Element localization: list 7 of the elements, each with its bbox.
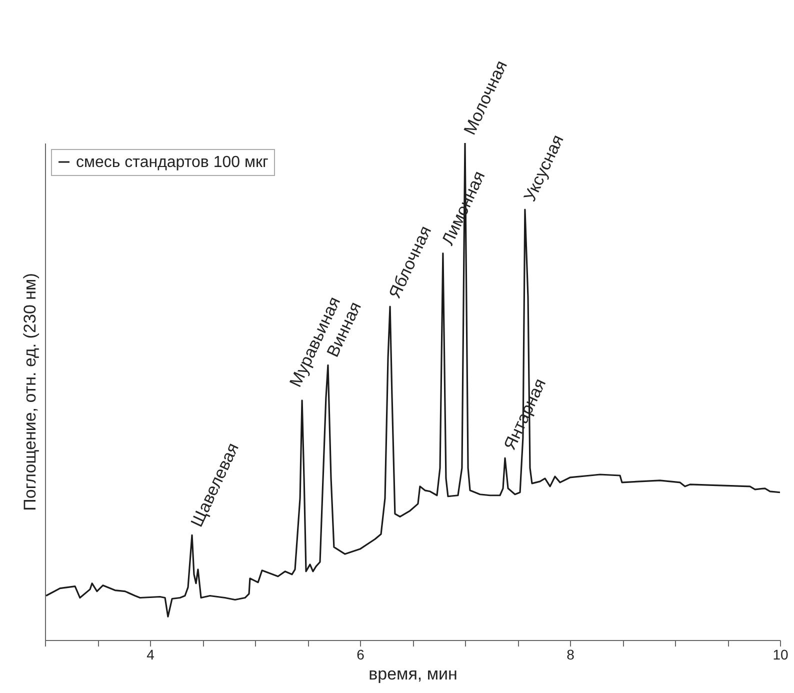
x-tick-label: 10 [772,646,788,662]
x-tick-label: 4 [146,646,155,662]
legend-label: смесь стандартов 100 мкг [76,154,268,171]
x-tick-label: 8 [566,646,575,662]
y-axis-title: Поглощение, отн. ед. (230 нм) [20,273,40,511]
x-tick-label: 6 [356,646,365,662]
x-axis-title: время, мин [368,664,458,684]
